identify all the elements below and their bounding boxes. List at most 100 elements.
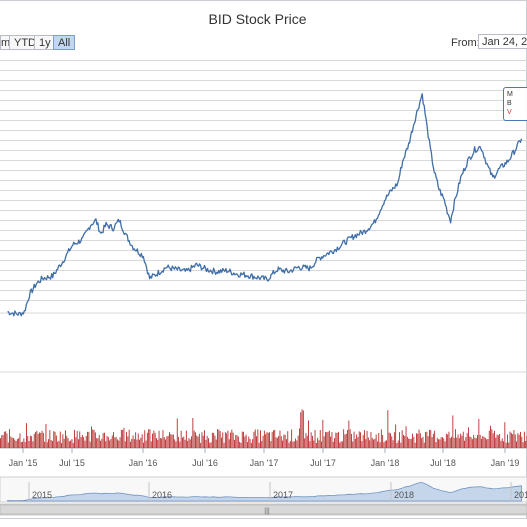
volume-bar <box>322 419 324 448</box>
volume-bar <box>457 434 459 448</box>
tooltip: M B V <box>503 87 527 121</box>
volume-bar <box>358 431 360 448</box>
volume-bar <box>248 436 250 448</box>
volume-bar <box>430 429 432 448</box>
x-tick-label: Jul '18 <box>430 458 456 468</box>
scrollbar-thumb[interactable] <box>0 504 527 515</box>
volume-bar <box>176 418 178 448</box>
from-date-input[interactable] <box>478 34 527 49</box>
volume-bar <box>107 437 109 448</box>
volume-bar <box>49 430 51 448</box>
volume-bar <box>162 430 164 448</box>
volume-bar <box>525 441 527 448</box>
volume-bar <box>276 437 278 448</box>
volume-bar <box>52 441 53 448</box>
volume-bar <box>231 429 233 448</box>
volume-bar <box>191 436 192 448</box>
zoom-button-all[interactable]: All <box>53 35 75 50</box>
chart-title: BID Stock Price <box>208 11 307 27</box>
volume-bar <box>88 431 90 448</box>
volume-bar <box>395 424 397 448</box>
volume-bar <box>256 436 257 448</box>
volume-bar <box>58 440 60 448</box>
navigator-year-label: 2015 <box>32 490 52 500</box>
volume-bar <box>193 430 195 448</box>
volume-bar <box>343 429 345 448</box>
volume-bar <box>447 434 449 448</box>
volume-series <box>0 409 527 448</box>
volume-bar <box>377 441 378 448</box>
volume-bar <box>96 438 98 448</box>
volume-bar <box>200 442 202 448</box>
volume-bar <box>305 433 307 448</box>
volume-bar <box>315 443 317 448</box>
volume-bar <box>440 437 442 448</box>
volume-bar <box>462 431 464 448</box>
volume-bar <box>235 434 237 448</box>
volume-bar <box>224 432 226 448</box>
volume-bar <box>470 437 472 448</box>
volume-bar <box>31 436 33 448</box>
volume-bar <box>41 430 43 448</box>
volume-bar <box>300 412 302 448</box>
tooltip-line-1: M <box>507 91 513 98</box>
volume-bar <box>266 432 268 448</box>
volume-bar <box>293 441 295 448</box>
volume-bar <box>14 439 16 448</box>
volume-bar <box>57 441 59 448</box>
volume-bar <box>323 436 325 448</box>
volume-bar <box>423 442 425 448</box>
volume-bar <box>520 431 521 448</box>
volume-bar <box>40 432 42 448</box>
volume-bar <box>289 441 291 448</box>
volume-bar <box>239 441 241 448</box>
volume-bar <box>214 435 216 448</box>
volume-bar <box>390 433 391 448</box>
volume-bar <box>13 438 14 448</box>
volume-bar <box>219 431 221 448</box>
volume-bar <box>132 435 134 448</box>
volume-bar <box>29 435 31 448</box>
volume-bar <box>232 432 234 448</box>
volume-bar <box>326 432 328 448</box>
navigator-series-area <box>7 481 522 502</box>
volume-bar <box>443 438 445 448</box>
volume-bar <box>78 439 79 448</box>
zoom-button-1y[interactable]: 1y <box>34 35 54 50</box>
volume-bar <box>419 433 421 448</box>
volume-bar <box>490 425 491 448</box>
volume-bar <box>227 430 229 448</box>
volume-bar <box>421 438 423 448</box>
volume-bar <box>22 441 23 448</box>
volume-bar <box>80 437 82 448</box>
volume-bar <box>466 433 468 448</box>
volume-bar <box>122 430 124 448</box>
volume-bar <box>26 423 27 448</box>
volume-bar <box>438 439 439 448</box>
volume-bar <box>302 410 304 448</box>
volume-bar <box>211 432 213 448</box>
volume-bar <box>202 435 204 448</box>
volume-bar <box>408 438 410 448</box>
volume-bar <box>76 430 78 448</box>
volume-bar <box>362 434 364 448</box>
x-axis-ticks: Jan '15 Jul '15 Jan '16 Jul '16 Jan '17 Jul '… <box>9 448 519 468</box>
zoom-button-ytd[interactable]: YTD <box>9 35 36 50</box>
volume-bar <box>449 438 451 448</box>
volume-bar <box>351 433 352 448</box>
volume-bar <box>349 429 351 448</box>
volume-bar <box>1 435 3 448</box>
volume-bar <box>308 420 309 448</box>
volume-bar <box>505 442 507 448</box>
volume-bar <box>464 440 465 448</box>
volume-bar <box>422 436 424 448</box>
volume-bar <box>458 438 460 448</box>
volume-bar <box>491 429 493 448</box>
volume-bar <box>148 429 150 448</box>
volume-bar <box>180 430 182 448</box>
volume-bar <box>367 437 369 448</box>
volume-bar <box>11 437 13 448</box>
volume-bar <box>434 430 436 448</box>
volume-bar <box>392 440 394 448</box>
volume-bar <box>236 435 238 448</box>
